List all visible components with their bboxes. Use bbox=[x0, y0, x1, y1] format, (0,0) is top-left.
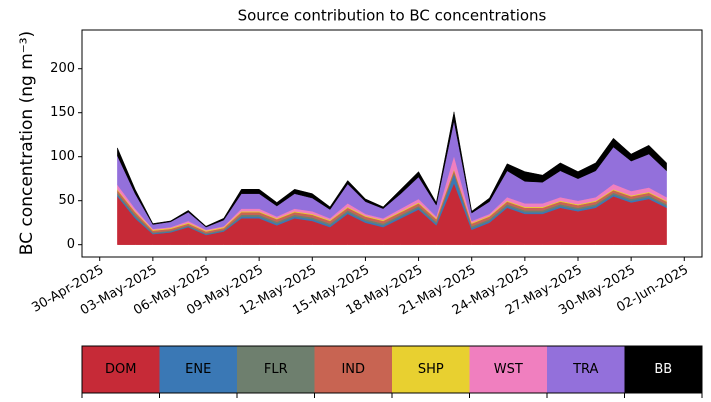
legend-swatch bbox=[314, 346, 392, 393]
y-tick-label: 100 bbox=[50, 149, 75, 164]
legend-swatch bbox=[469, 346, 547, 393]
y-tick-label: 200 bbox=[50, 61, 75, 76]
y-axis-label: BC concentration (ng m⁻³) bbox=[17, 31, 37, 255]
y-tick-label: 150 bbox=[50, 105, 75, 120]
y-tick-label: 50 bbox=[58, 193, 75, 208]
legend-label: TRA bbox=[572, 362, 598, 377]
area bbox=[117, 111, 667, 228]
legend-label: ENE bbox=[185, 362, 211, 377]
legend-label: BB bbox=[654, 362, 672, 377]
legend-swatch bbox=[624, 346, 702, 393]
legend-label: DOM bbox=[105, 362, 136, 377]
legend-frame bbox=[81, 345, 703, 394]
legend-swatch bbox=[159, 346, 237, 393]
chart-title: Source contribution to BC concentrations bbox=[238, 7, 547, 25]
legend-label: SHP bbox=[418, 362, 444, 377]
legend-swatch bbox=[82, 346, 160, 393]
legend-swatch bbox=[392, 346, 470, 393]
legend-label: FLR bbox=[264, 362, 288, 377]
plot-frame bbox=[81, 29, 703, 258]
legend-label: IND bbox=[341, 362, 365, 377]
legend-label: WST bbox=[494, 362, 523, 377]
y-tick-label: 0 bbox=[67, 237, 75, 252]
legend-swatch bbox=[547, 346, 625, 393]
legend-swatch bbox=[237, 346, 315, 393]
